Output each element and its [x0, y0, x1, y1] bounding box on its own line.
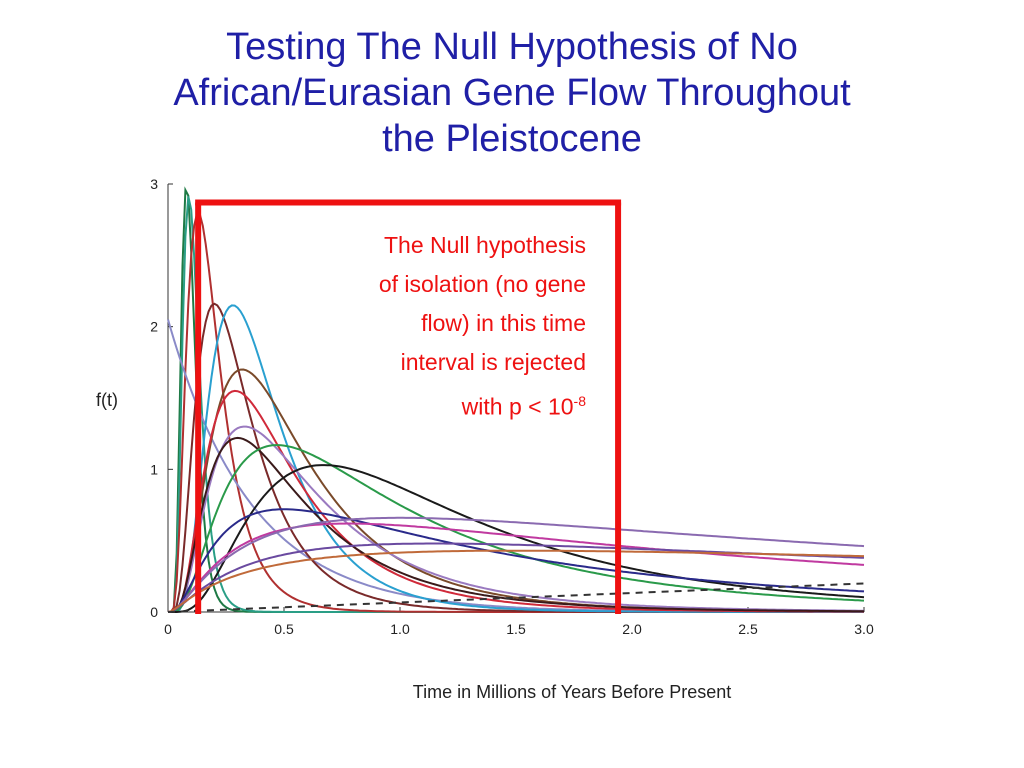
x-tick-label: 0.5	[274, 621, 294, 637]
series-line	[167, 516, 865, 613]
x-tick-label: 1.0	[390, 621, 410, 637]
slide-title: Testing The Null Hypothesis of No Africa…	[40, 24, 984, 162]
annotation-p-value: with p < 10	[461, 393, 574, 420]
y-tick-label: 0	[150, 604, 158, 620]
x-tick-label: 0	[164, 621, 172, 637]
x-tick-label: 3.0	[854, 621, 874, 637]
y-axis-label: f(t)	[96, 390, 118, 410]
annotation-line-3: flow) in this time	[421, 310, 586, 336]
title-line-3: the Pleistocene	[382, 118, 642, 160]
annotation-line-1: The Null hypothesis	[384, 232, 586, 258]
y-tick-label: 1	[150, 461, 158, 477]
y-tick-label: 2	[150, 319, 158, 335]
title-line-2: African/Eurasian Gene Flow Throughout	[173, 72, 851, 114]
annotation-line-4: interval is rejected	[400, 349, 586, 375]
x-tick-label: 1.5	[506, 621, 526, 637]
x-tick-label: 2.5	[738, 621, 758, 637]
null-hypothesis-annotation: The Null hypothesis of isolation (no gen…	[286, 226, 586, 427]
annotation-line-5: with p < 10-8	[286, 382, 586, 427]
x-axis-label: Time in Millions of Years Before Present	[413, 682, 731, 702]
series-line	[168, 444, 865, 613]
title-line-1: Testing The Null Hypothesis of No	[226, 26, 798, 68]
series-line	[168, 436, 864, 613]
y-tick-label: 3	[150, 176, 158, 192]
annotation-exponent: -8	[573, 393, 586, 409]
x-tick-label: 2.0	[622, 621, 642, 637]
series-line	[167, 508, 865, 613]
annotation-line-2: of isolation (no gene	[378, 271, 586, 297]
series-line	[167, 549, 864, 613]
